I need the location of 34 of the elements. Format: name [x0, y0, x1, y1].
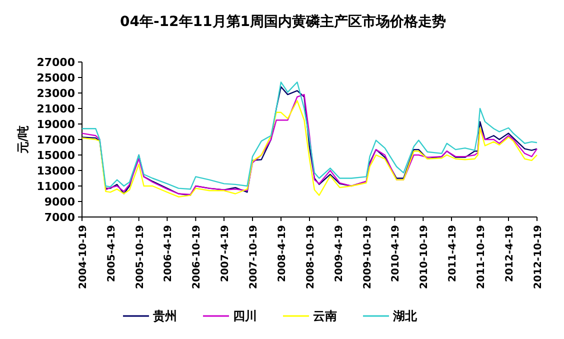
ytick: 17000 — [36, 134, 75, 146]
legend: 四川 — [233, 309, 257, 323]
xtick: 2007-10-19 — [248, 225, 260, 289]
xtick: 2009-10-19 — [362, 225, 374, 289]
xtick: 2012-4-19 — [504, 225, 516, 282]
xtick: 2010-10-19 — [419, 225, 430, 289]
ytick: 27000 — [36, 56, 75, 69]
xtick: 2008-4-19 — [277, 225, 288, 282]
legend: 贵州 — [153, 309, 177, 323]
ytick: 9000 — [44, 196, 75, 208]
xtick: 2010-4-19 — [390, 225, 402, 282]
xtick: 2005-10-19 — [134, 225, 146, 289]
ylabel: 元/吨 — [16, 125, 30, 154]
xtick: 2006-4-19 — [163, 225, 174, 282]
ytick: 23000 — [36, 87, 75, 100]
ytick: 13000 — [36, 164, 75, 178]
xtick: 2005-4-19 — [106, 225, 118, 282]
ytick: 11000 — [36, 180, 75, 193]
xtick: 2009-4-19 — [334, 225, 345, 282]
xtick: 2008-10-19 — [306, 225, 316, 289]
xtick: 2011-4-19 — [448, 225, 458, 282]
xtick: 2004-10-19 — [78, 225, 89, 289]
legend: 云南 — [313, 309, 337, 323]
xtick: 2006-10-19 — [192, 225, 203, 289]
ytick: 19000 — [36, 118, 75, 131]
xtick: 2011-10-19 — [476, 225, 487, 289]
ytick: 21000 — [36, 102, 75, 116]
legend: 湖北 — [393, 309, 417, 323]
ytick: 25000 — [36, 72, 75, 84]
xtick: 2007-4-19 — [220, 225, 231, 282]
ytick: 7000 — [44, 211, 75, 224]
xtick: 2012-10-19 — [533, 225, 544, 289]
ytick: 15000 — [36, 149, 75, 162]
title: 04年-12年11月第1周国内黄磷主产区市场价格走势 — [120, 14, 446, 30]
